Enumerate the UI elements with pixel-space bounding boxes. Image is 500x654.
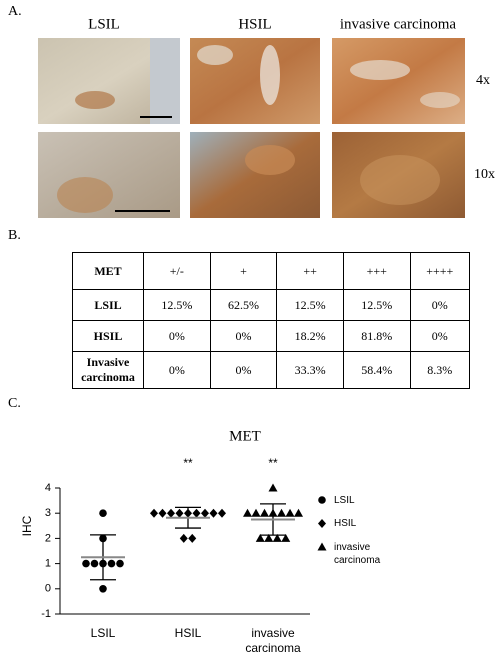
- data-point: [281, 533, 291, 542]
- x-tick-label: invasive carcinoma: [245, 626, 301, 654]
- legend-label: HSIL: [334, 518, 357, 529]
- data-point: [90, 559, 99, 568]
- header-cell: +/-: [143, 252, 211, 290]
- table-cell: 12.5%: [143, 289, 211, 321]
- data-point: [150, 508, 158, 518]
- data-point: [167, 508, 175, 518]
- header-cell: MET: [72, 252, 144, 290]
- micrographs: [38, 38, 465, 218]
- chart-title: MET: [229, 428, 261, 444]
- micrograph-detail: [75, 91, 115, 109]
- legend-marker: [317, 542, 327, 551]
- table-cell: 81.8%: [342, 320, 411, 352]
- row-label: 10x: [474, 167, 495, 182]
- table-row: HSIL 0% 0% 18.2% 81.8% 0%: [72, 320, 471, 352]
- table-row: Invasive carcinoma 0% 0% 33.3% 58.4% 8.3%: [72, 351, 471, 389]
- panel-label: A.: [8, 4, 22, 19]
- data-point: [260, 508, 269, 517]
- panel-label: C.: [8, 396, 21, 411]
- table-cell: Invasive carcinoma: [72, 351, 144, 389]
- data-point: [264, 533, 274, 542]
- y-tick-label: 2: [45, 532, 51, 544]
- table-cell: 0%: [209, 320, 278, 352]
- table-cell: 18.2%: [276, 320, 344, 352]
- table-cell: 0%: [409, 320, 471, 352]
- data-point: [268, 483, 278, 492]
- table-row: LSIL 12.5% 62.5% 12.5% 12.5% 0%: [72, 289, 471, 321]
- data-point: [201, 508, 209, 518]
- table-cell: 33.3%: [276, 351, 344, 389]
- micrograph-detail: [57, 177, 113, 213]
- header-cell: ++: [276, 252, 344, 290]
- data-point: [294, 508, 303, 517]
- data-point: [285, 508, 295, 517]
- y-tick-label: 1: [45, 558, 51, 570]
- row-label: 4x: [476, 73, 490, 88]
- header-cell: +++: [342, 252, 411, 290]
- micrograph-detail: [245, 145, 295, 175]
- header-cell: ++++: [409, 252, 471, 290]
- micrograph-detail: [360, 155, 440, 205]
- data-point: [99, 585, 107, 593]
- y-tick-label: -1: [41, 608, 51, 620]
- table-cell: HSIL: [72, 320, 144, 352]
- data-point: [255, 533, 265, 542]
- legend-marker: [318, 496, 326, 504]
- micrograph-detail: [197, 45, 233, 65]
- y-tick-label: 3: [45, 507, 51, 519]
- data-point: [158, 508, 167, 518]
- y-axis-label: IHC: [20, 515, 34, 536]
- table-cell: 62.5%: [209, 289, 278, 321]
- data-point: [179, 533, 188, 543]
- micrograph: [190, 132, 320, 218]
- data-point: [116, 559, 124, 568]
- data-point: [82, 559, 90, 568]
- legend-marker: [318, 519, 326, 528]
- legend-label: invasive carcinoma: [334, 541, 381, 566]
- data-point: [107, 559, 116, 568]
- data-point: [99, 509, 107, 517]
- table-cell: 0%: [409, 289, 471, 321]
- data-point: [277, 508, 286, 517]
- data-point: [251, 508, 261, 517]
- column-label: LSIL: [88, 16, 120, 32]
- table-cell: 8.3%: [409, 351, 471, 389]
- data-point: [243, 508, 252, 517]
- table-cell: 12.5%: [276, 289, 344, 321]
- x-tick-label: HSIL: [174, 626, 202, 640]
- met-table: MET +/- + ++ +++ ++++ LSIL 12.5% 62.5% 12.5% 12.5%…: [72, 252, 471, 389]
- x-tick-label: LSIL: [90, 626, 116, 640]
- significance-mark: **: [268, 456, 278, 470]
- micrograph-detail: [150, 38, 180, 124]
- table-cell: 58.4%: [342, 351, 411, 389]
- table-cell: 0%: [209, 351, 278, 389]
- table-cell: 0%: [143, 320, 211, 352]
- table-body: MET +/- + ++ +++ ++++ LSIL 12.5% 62.5% 12.5% 12.5%…: [72, 252, 471, 389]
- header-cell: +: [209, 252, 278, 290]
- data-point: [192, 508, 201, 518]
- column-label: HSIL: [238, 16, 271, 32]
- data-point: [209, 508, 218, 518]
- table-cell: 12.5%: [342, 289, 411, 321]
- y-tick-label: 0: [45, 583, 51, 595]
- table-cell: 0%: [143, 351, 211, 389]
- panel-label: B.: [8, 228, 21, 243]
- column-label: invasive carcinoma: [340, 16, 457, 32]
- micrograph-detail: [260, 45, 280, 105]
- data-point: [175, 508, 184, 518]
- data-point: [218, 508, 226, 518]
- data-point: [272, 533, 282, 542]
- micrograph: [332, 38, 465, 124]
- data-point: [188, 533, 197, 543]
- table-row: MET +/- + ++ +++ ++++: [72, 252, 471, 290]
- table-cell: LSIL: [72, 289, 144, 321]
- micrograph: [38, 132, 180, 218]
- y-tick-label: 4: [45, 482, 51, 494]
- micrograph-detail: [350, 60, 410, 80]
- legend-label: LSIL: [334, 494, 355, 506]
- micrograph-detail: [420, 92, 460, 108]
- significance-mark: **: [183, 456, 193, 470]
